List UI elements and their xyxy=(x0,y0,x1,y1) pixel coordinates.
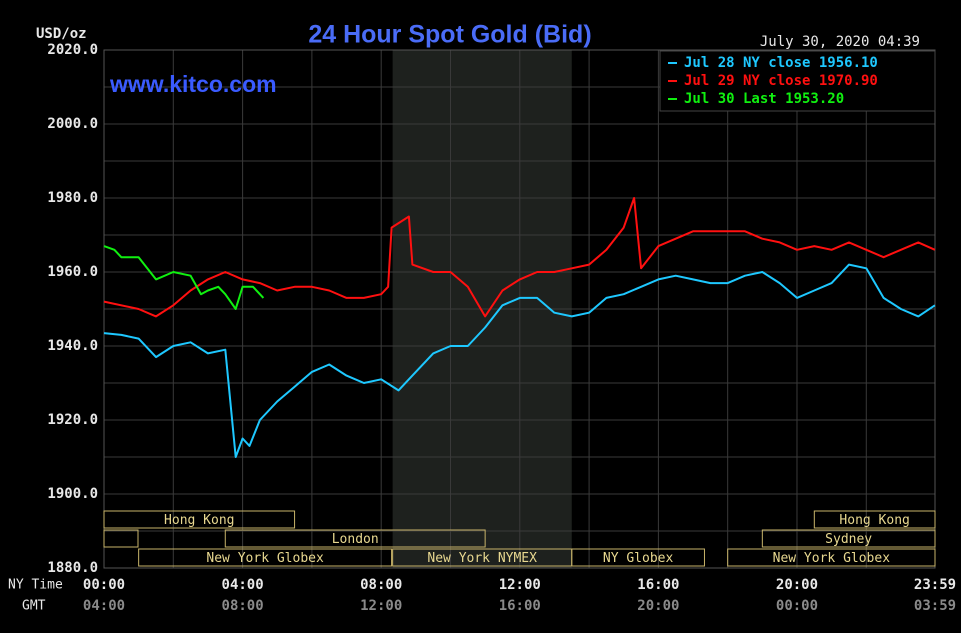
session-box xyxy=(571,548,705,567)
x2-row-label: GMT xyxy=(22,599,46,614)
session-label: London xyxy=(332,532,379,547)
watermark: www.kitco.com xyxy=(109,71,277,97)
series-line xyxy=(103,263,936,458)
series-line xyxy=(103,245,265,310)
line-layer xyxy=(103,197,936,458)
x2-tick-label: 04:00 xyxy=(83,598,125,614)
legend-label: Jul 28 NY close 1956.10 xyxy=(684,55,878,71)
x-tick-label: 00:00 xyxy=(83,577,125,593)
session-label: Sydney xyxy=(825,532,872,547)
y-tick-label: 1880.0 xyxy=(47,560,98,576)
x-tick-label: 12:00 xyxy=(499,577,541,593)
x-tick-label: 16:00 xyxy=(637,577,679,593)
session-label: New York Globex xyxy=(206,551,324,566)
legend-label: Jul 30 Last 1953.20 xyxy=(684,91,844,107)
x-tick-label: 20:00 xyxy=(776,577,818,593)
legend-box xyxy=(659,50,936,112)
x-tick-label: 23:59 xyxy=(914,577,956,593)
session-box xyxy=(761,529,936,548)
session-label: Hong Kong xyxy=(164,513,234,528)
session-box xyxy=(813,510,936,529)
y-tick-label: 1980.0 xyxy=(47,190,98,206)
y-tick-label: 1940.0 xyxy=(47,338,98,354)
session-box xyxy=(727,548,936,567)
x-tick-label: 08:00 xyxy=(360,577,402,593)
plot-frame xyxy=(103,49,936,569)
grid-layer xyxy=(103,49,936,569)
session-box xyxy=(103,510,296,529)
session-label: New York Globex xyxy=(773,551,891,566)
x2-tick-label: 03:59 xyxy=(914,598,956,614)
y-tick-label: 1960.0 xyxy=(47,264,98,280)
session-label: NY Globex xyxy=(603,551,674,566)
session-label: Hong Kong xyxy=(839,513,909,528)
chart-title: 24 Hour Spot Gold (Bid) xyxy=(308,21,591,49)
x-row-label: NY Time xyxy=(8,578,63,593)
timestamp: July 30, 2020 04:39 xyxy=(760,34,920,50)
x2-tick-label: 08:00 xyxy=(222,598,264,614)
x-tick-label: 04:00 xyxy=(222,577,264,593)
y-tick-label: 2020.0 xyxy=(47,42,98,58)
session-box xyxy=(138,548,393,567)
x2-tick-label: 20:00 xyxy=(637,598,679,614)
session-box xyxy=(224,529,486,548)
y-tick-label: 2000.0 xyxy=(47,116,98,132)
x2-tick-label: 12:00 xyxy=(360,598,402,614)
legend-label: Jul 29 NY close 1970.90 xyxy=(684,73,878,89)
x2-tick-label: 16:00 xyxy=(499,598,541,614)
y-axis-label: USD/oz xyxy=(36,26,87,42)
series-line xyxy=(103,197,936,318)
session-box xyxy=(103,529,139,548)
y-tick-label: 1900.0 xyxy=(47,486,98,502)
session-label: New York NYMEX xyxy=(427,551,537,566)
x2-tick-label: 00:00 xyxy=(776,598,818,614)
y-tick-label: 1920.0 xyxy=(47,412,98,428)
